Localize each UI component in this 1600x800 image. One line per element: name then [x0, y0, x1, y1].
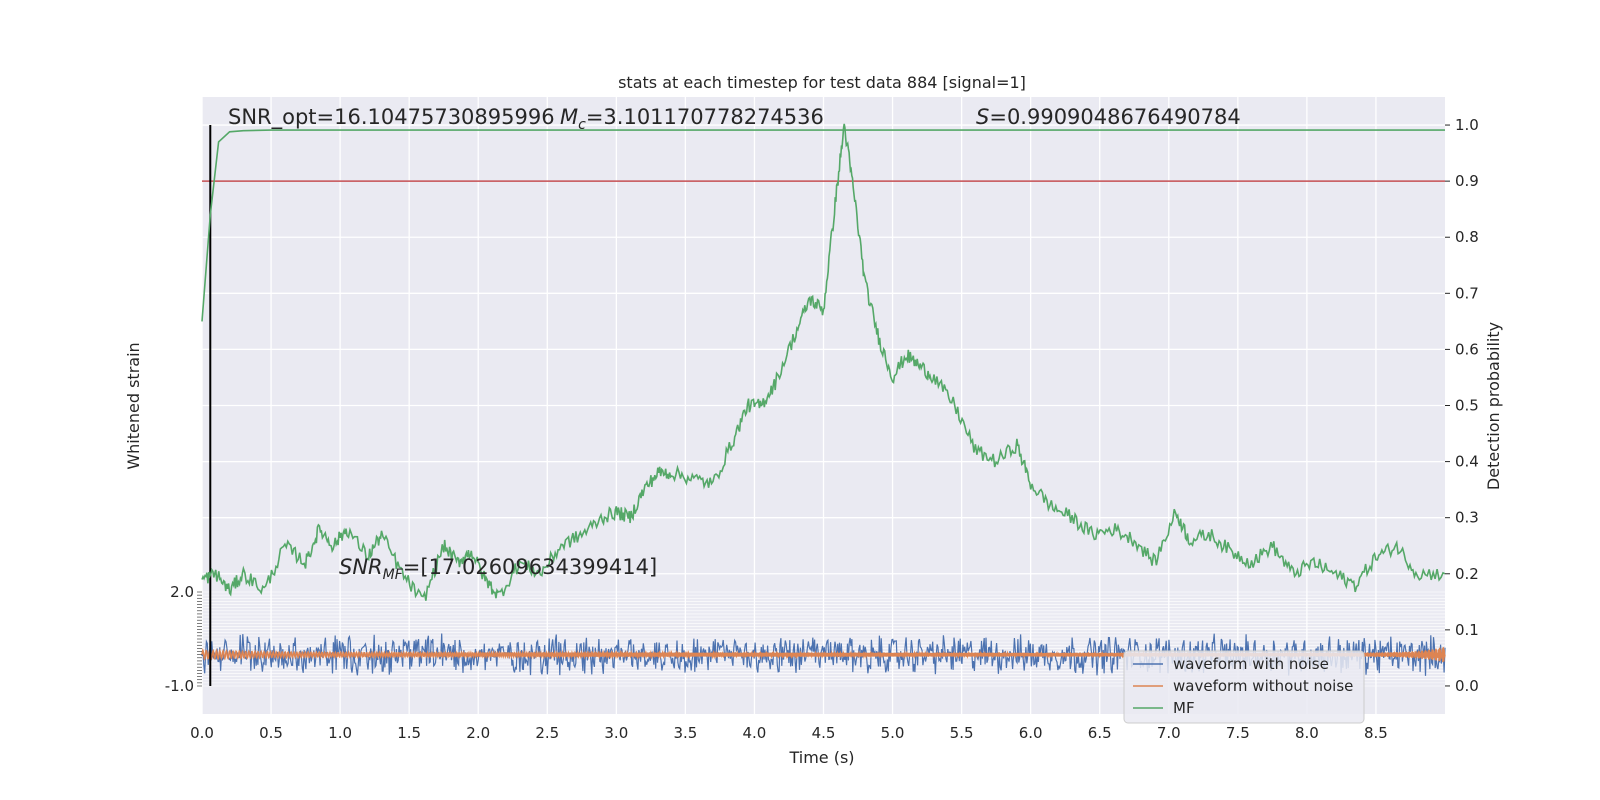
- legend-entry-mf: MF: [1173, 699, 1195, 717]
- x-tick-label: 7.0: [1157, 724, 1181, 742]
- s-annotation: S=0.9909048676490784: [976, 105, 1241, 129]
- mc-annotation: Mc=3.101170778274536: [560, 105, 824, 133]
- y-tick-label-left: -1.0: [165, 677, 194, 695]
- y-tick-label-right: 0.5: [1455, 397, 1479, 415]
- y-axis-label-right: Detection probability: [1484, 322, 1503, 490]
- series-line-mf-0: [201, 129, 1445, 322]
- y-tick-label-right: 0.4: [1455, 453, 1479, 471]
- x-tick-label: 1.5: [397, 724, 421, 742]
- legend: waveform with noise waveform without noi…: [1123, 650, 1365, 724]
- y-tick-label-right: 0.1: [1455, 621, 1479, 639]
- x-tick-label: 0.5: [259, 724, 283, 742]
- y-tick-label-right: 1.0: [1455, 116, 1479, 134]
- y-tick-label-right: 0.9: [1455, 172, 1479, 190]
- y-tick-label-right: 0.8: [1455, 228, 1479, 246]
- x-tick-label: 4.0: [743, 724, 767, 742]
- legend-box: [1123, 650, 1365, 724]
- chart-title: stats at each timestep for test data 884…: [618, 73, 1026, 92]
- x-tick-label: 0.0: [190, 724, 214, 742]
- y-tick-label-right: 0.3: [1455, 509, 1479, 527]
- x-tick-label: 3.5: [673, 724, 697, 742]
- x-tick-label: 7.5: [1226, 724, 1250, 742]
- x-tick-label: 1.0: [328, 724, 352, 742]
- y-tick-label-right: 0.0: [1455, 677, 1479, 695]
- x-axis-label: Time (s): [788, 748, 854, 767]
- y-tick-label-left: 2.0: [170, 583, 194, 601]
- snr-mf-subscript: MF: [383, 567, 404, 583]
- x-tick-label: 5.5: [950, 724, 974, 742]
- x-tick-label: 8.0: [1295, 724, 1319, 742]
- y-axis-label-left: Whitened strain: [124, 342, 143, 469]
- probability-panel: [201, 123, 1446, 686]
- y-tick-label-right: 0.2: [1455, 565, 1479, 583]
- x-tick-label: 6.0: [1019, 724, 1043, 742]
- snr-mf-annotation: SNRMF=[17.02609634399414]: [339, 555, 657, 583]
- series-line-waveform-with-noise: [201, 633, 1446, 676]
- mc-subscript: c: [578, 117, 586, 133]
- x-tick-label: 3.0: [604, 724, 628, 742]
- x-tick-label: 2.5: [535, 724, 559, 742]
- snr-mf-symbol: SNR: [339, 555, 383, 579]
- x-tick-label: 8.5: [1364, 724, 1388, 742]
- s-symbol: S: [976, 105, 989, 129]
- series-line-mf-1: [201, 123, 1446, 601]
- x-tick-label: 2.0: [466, 724, 490, 742]
- s-value: =0.9909048676490784: [989, 105, 1240, 129]
- x-tick-label: 4.5: [812, 724, 836, 742]
- x-tick-label: 6.5: [1088, 724, 1112, 742]
- axis-ticks: 0.0 0.5 1.0 1.5 2.0 2.5 3.0 3.5 4.0 4.5 5.0 5.5 6.0 6…: [165, 116, 1479, 742]
- y-tick-label-right: 0.7: [1455, 284, 1479, 302]
- mc-symbol: M: [560, 105, 578, 129]
- y-tick-label-right: 0.6: [1455, 340, 1479, 358]
- snr-mf-value: =[17.02609634399414]: [403, 555, 657, 579]
- x-tick-label: 5.0: [881, 724, 905, 742]
- snr-opt-annotation: SNR_opt=16.10475730895996: [228, 105, 555, 130]
- legend-entry-clean: waveform without noise: [1173, 677, 1353, 695]
- mc-value: =3.101170778274536: [586, 105, 824, 129]
- legend-entry-noise: waveform with noise: [1173, 655, 1329, 673]
